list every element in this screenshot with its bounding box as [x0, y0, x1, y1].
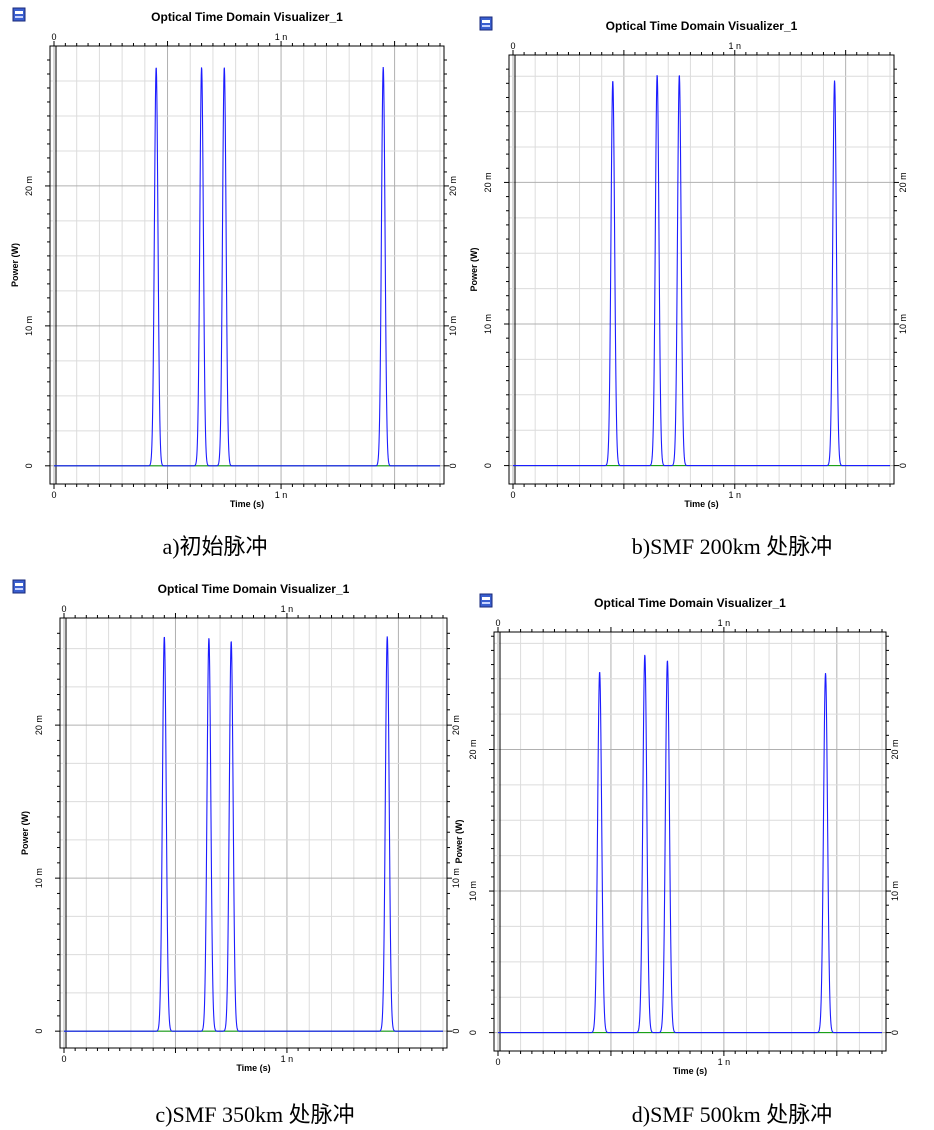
- y-tick-label-left: 0: [24, 463, 34, 468]
- y-tick-label-left: 10 m: [468, 881, 478, 901]
- y-tick-label-left: 20 m: [34, 715, 44, 735]
- visualizer-app-icon: [12, 7, 26, 22]
- x-tick-label-bottom: 0: [51, 490, 56, 500]
- x-tick-label-bottom: 0: [61, 1054, 66, 1064]
- series-line-pulses: [54, 67, 440, 467]
- y-tick-label-right: 20 m: [898, 172, 908, 192]
- x-tick-label-top: 1 n: [729, 41, 742, 51]
- chart-panel-b: Optical Time Domain Visualizer_1 0 0 1 n 1 n…: [467, 0, 934, 565]
- y-tick-label-right: 20 m: [890, 739, 900, 759]
- y-tick-label-right: 20 m: [451, 715, 461, 735]
- chart-title: Optical Time Domain Visualizer_1: [594, 596, 786, 610]
- icon-frame: [12, 579, 26, 594]
- x-axis-label: Time (s): [230, 499, 264, 509]
- y-tick-label-right: 10 m: [451, 868, 461, 888]
- y-tick-label-right: 0: [890, 1030, 900, 1035]
- chart-title: Optical Time Domain Visualizer_1: [606, 19, 798, 33]
- x-axis-label: Time (s): [673, 1066, 707, 1076]
- icon-bar-top: [15, 583, 23, 586]
- chart-svg-c: Optical Time Domain Visualizer_1 0 0 1 n 1 n…: [12, 579, 461, 1073]
- x-tick-label-top: 1 n: [275, 32, 288, 42]
- chart-svg-b: Optical Time Domain Visualizer_1 0 0 1 n 1 n…: [469, 16, 908, 509]
- x-tick-label-bottom: 1 n: [718, 1057, 731, 1067]
- y-tick-label-left: 10 m: [483, 314, 493, 334]
- plot-frame: [493, 631, 887, 1052]
- chart-svg-d: Optical Time Domain Visualizer_1 0 0 1 n 1 n…: [454, 593, 900, 1076]
- icon-bar-top: [15, 11, 23, 14]
- y-tick-label-left: 20 m: [483, 172, 493, 192]
- y-tick-label-right: 10 m: [448, 316, 458, 336]
- y-tick-label-right: 0: [448, 463, 458, 468]
- x-tick-label-top: 0: [51, 32, 56, 42]
- chart-title: Optical Time Domain Visualizer_1: [151, 10, 343, 24]
- series-line-pulses: [64, 636, 443, 1032]
- x-tick-label-bottom: 0: [510, 490, 515, 500]
- y-tick-label-right: 0: [898, 463, 908, 468]
- icon-frame: [479, 593, 493, 608]
- y-axis-label: Power (W): [469, 247, 479, 291]
- x-tick-label-top: 1 n: [281, 604, 294, 614]
- icon-bar-top: [482, 597, 490, 600]
- chart-svg-a: Optical Time Domain Visualizer_1 0 0 1 n 1 n…: [10, 7, 458, 509]
- x-tick-label-top: 0: [495, 618, 500, 628]
- chart-panel-c: Optical Time Domain Visualizer_1 0 0 1 n 1 n…: [0, 570, 467, 1130]
- chart-title: Optical Time Domain Visualizer_1: [158, 582, 350, 596]
- x-tick-label-bottom: 0: [495, 1057, 500, 1067]
- icon-bar-bottom: [15, 588, 23, 590]
- chart-panel-a: Optical Time Domain Visualizer_1 0 0 1 n 1 n…: [0, 0, 467, 565]
- series-line-pulses: [498, 654, 882, 1034]
- icon-frame: [479, 16, 493, 31]
- y-tick-label-right: 0: [451, 1029, 461, 1034]
- y-tick-label-right: 10 m: [890, 881, 900, 901]
- y-tick-label-right: 10 m: [898, 314, 908, 334]
- y-tick-label-right: 20 m: [448, 176, 458, 196]
- y-axis-label: Power (W): [20, 811, 30, 855]
- icon-bar-bottom: [15, 16, 23, 18]
- y-tick-label-left: 20 m: [24, 176, 34, 196]
- caption-d: d)SMF 500km 处脉冲: [631, 1102, 833, 1127]
- x-tick-label-top: 0: [61, 604, 66, 614]
- caption-c: c)SMF 350km 处脉冲: [155, 1102, 355, 1127]
- y-axis-label: Power (W): [454, 819, 464, 863]
- chart-panel-d: Optical Time Domain Visualizer_1 0 0 1 n 1 n…: [454, 570, 934, 1130]
- x-axis-label: Time (s): [684, 499, 718, 509]
- icon-bar-top: [482, 20, 490, 23]
- y-tick-label-left: 10 m: [24, 316, 34, 336]
- x-tick-label-bottom: 1 n: [281, 1054, 294, 1064]
- series-line-pulses: [513, 75, 890, 467]
- x-tick-label-top: 1 n: [718, 618, 731, 628]
- y-axis-label: Power (W): [10, 243, 20, 287]
- x-tick-label-bottom: 1 n: [729, 490, 742, 500]
- visualizer-app-icon: [479, 593, 493, 608]
- caption-a: a)初始脉冲: [162, 534, 268, 559]
- y-tick-label-left: 0: [34, 1029, 44, 1034]
- icon-frame: [12, 7, 26, 22]
- icon-bar-bottom: [482, 25, 490, 27]
- y-tick-label-left: 10 m: [34, 868, 44, 888]
- visualizer-app-icon: [479, 16, 493, 31]
- y-tick-label-left: 0: [468, 1030, 478, 1035]
- y-tick-label-left: 0: [483, 463, 493, 468]
- icon-bar-bottom: [482, 602, 490, 604]
- x-tick-label-bottom: 1 n: [275, 490, 288, 500]
- caption-b: b)SMF 200km 处脉冲: [631, 534, 833, 559]
- y-tick-label-left: 20 m: [468, 739, 478, 759]
- x-tick-label-top: 0: [510, 41, 515, 51]
- x-axis-label: Time (s): [236, 1063, 270, 1073]
- visualizer-app-icon: [12, 579, 26, 594]
